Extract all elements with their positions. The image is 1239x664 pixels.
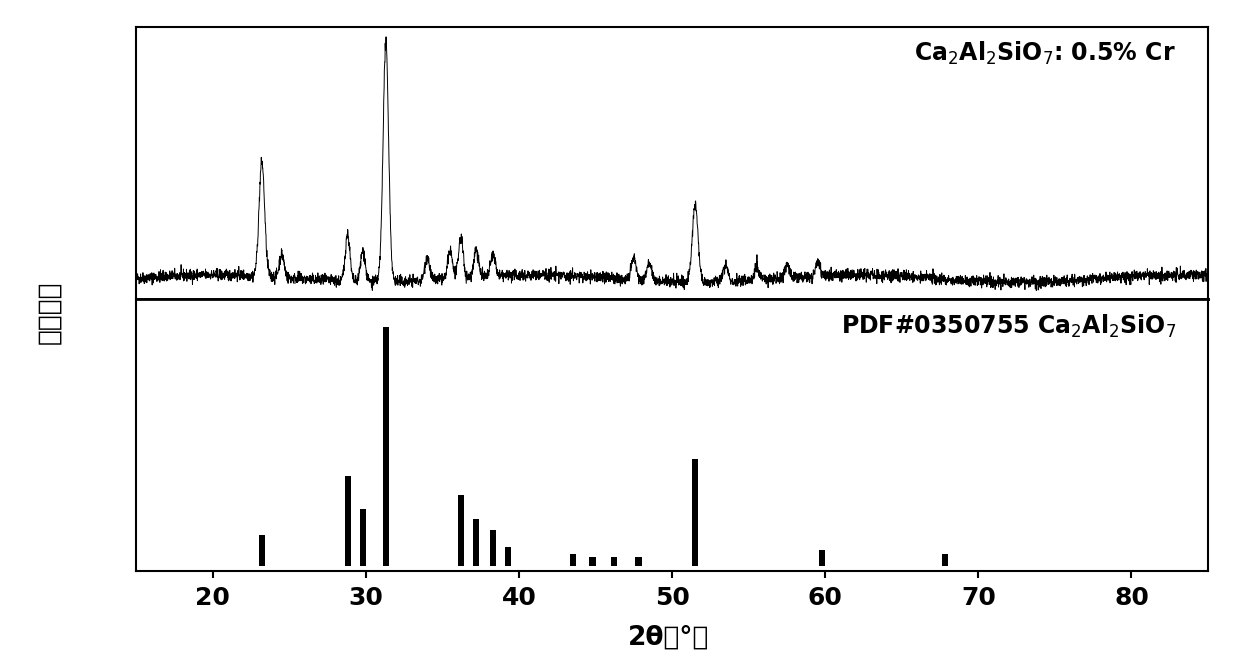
Bar	[473, 519, 479, 566]
Bar	[570, 554, 576, 566]
Bar	[942, 554, 948, 566]
Bar	[819, 550, 825, 566]
Text: 2θ（°）: 2θ（°）	[628, 624, 710, 651]
Bar	[506, 547, 512, 566]
Bar	[489, 531, 496, 566]
Bar	[359, 509, 366, 566]
Bar	[590, 556, 596, 566]
Bar	[693, 459, 699, 566]
Text: 相对强度: 相对强度	[37, 280, 62, 344]
Bar	[259, 535, 265, 566]
Bar	[344, 475, 351, 566]
Bar	[457, 495, 463, 566]
Bar	[383, 327, 389, 566]
Text: PDF#0350755 Ca$_2$Al$_2$SiO$_7$: PDF#0350755 Ca$_2$Al$_2$SiO$_7$	[840, 313, 1176, 339]
Bar	[611, 556, 617, 566]
Text: Ca$_2$Al$_2$SiO$_7$: 0.5% Cr: Ca$_2$Al$_2$SiO$_7$: 0.5% Cr	[914, 40, 1176, 67]
Bar	[636, 556, 642, 566]
